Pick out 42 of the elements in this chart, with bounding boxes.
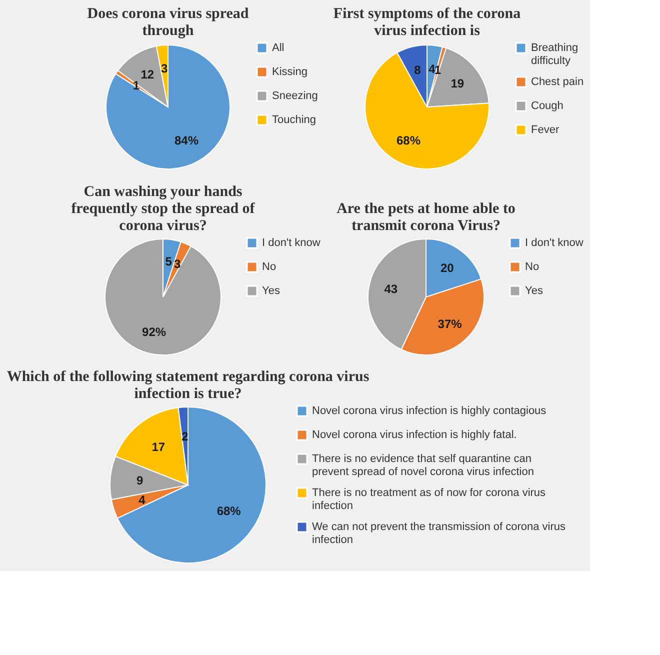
data-label: 92% [142,324,166,339]
data-label: 12 [140,68,154,82]
legend-label: Kissing [272,66,308,78]
legend-label: Novel corona virus infection is highly contagious [312,405,547,417]
chart-title: Which of the following statement regarding corona virus infection is true? [6,369,370,402]
legend-label: Fever [531,124,560,136]
data-label: 19 [450,76,464,90]
data-label: 20 [440,260,454,275]
legend-label: Breathing difficulty [531,42,578,67]
legend-label: Cough [531,100,564,112]
legend-label: Yes [262,285,280,297]
data-label: 68% [396,134,421,148]
legend-label: No [262,261,276,273]
data-label: 84% [174,134,199,148]
data-label: 4 [428,62,436,76]
legend-label: We can not prevent the transmission of corona virus infection [312,521,566,546]
legend-label: There is no treatment as of now for corona virus infection [312,487,546,512]
legend-label: I don't know [525,237,584,249]
data-label: 9 [136,473,144,488]
data-label: 3 [161,62,168,76]
pie-slice [106,44,230,170]
data-label: 5 [165,254,172,268]
legend-label: No [525,261,540,273]
legend-label: Sneezing [272,90,318,102]
pie-slice [104,238,222,356]
data-label: 43 [384,282,398,296]
data-label: 17 [152,440,166,454]
chart-title: Can washing your hands frequently stop the spread of corona virus? [71,184,256,234]
legend-label: All [272,42,284,54]
legend-label: Touching [272,114,316,126]
data-label: 37% [438,316,462,331]
legend-label: Chest pain [531,76,584,88]
chart-title: Does corona virus spread through [87,6,250,39]
legend-label: I don't know [262,237,320,249]
legend-label: Yes [525,285,544,297]
legend-label: There is no evidence that self quarantine can prevent spread of novel corona virus infection [312,453,534,478]
data-label: 8 [414,62,422,77]
chart-title: Are the pets at home able to transmit corona Virus? [336,201,516,234]
chart-title: First symptoms of the corona virus infection is [333,6,522,39]
data-label: 68% [216,504,242,518]
data-label: 4 [138,492,146,507]
legend-label: Novel corona virus infection is highly fatal. [312,429,517,441]
